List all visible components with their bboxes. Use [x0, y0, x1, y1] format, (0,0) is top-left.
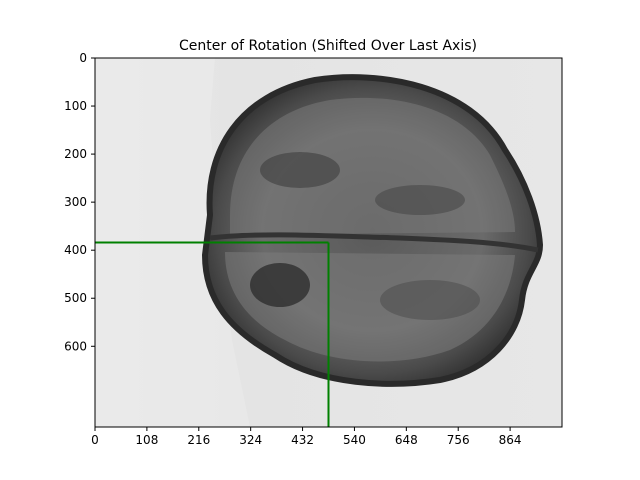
x-tick-label: 216	[187, 433, 210, 447]
x-tick-label: 756	[447, 433, 470, 447]
x-tick-label: 0	[91, 433, 99, 447]
y-tick-label: 100	[64, 99, 87, 113]
walnut-cavity	[250, 263, 310, 307]
walnut-cavity	[375, 185, 465, 215]
x-tick-label: 540	[343, 433, 366, 447]
y-tick-label: 0	[79, 51, 87, 65]
walnut-cavity	[260, 152, 340, 188]
chart-title: Center of Rotation (Shifted Over Last Ax…	[179, 38, 477, 54]
y-axis: 0 100 200 300 400 500 600	[64, 51, 95, 353]
x-tick-label: 432	[291, 433, 314, 447]
x-tick-label: 108	[135, 433, 158, 447]
walnut-seam	[209, 232, 539, 253]
x-axis: 0 108 216 324 432 540 648 756 864	[91, 427, 522, 447]
axes-frame	[94, 57, 563, 428]
y-tick-label: 300	[64, 195, 87, 209]
x-tick-label: 648	[395, 433, 418, 447]
x-tick-label: 864	[499, 433, 522, 447]
y-tick-label: 500	[64, 291, 87, 305]
y-tick-label: 600	[64, 339, 87, 353]
walnut-xray-image	[95, 58, 562, 427]
y-tick-label: 400	[64, 243, 87, 257]
y-tick-label: 200	[64, 147, 87, 161]
x-tick-label: 324	[239, 433, 262, 447]
walnut-cavity	[380, 280, 480, 320]
